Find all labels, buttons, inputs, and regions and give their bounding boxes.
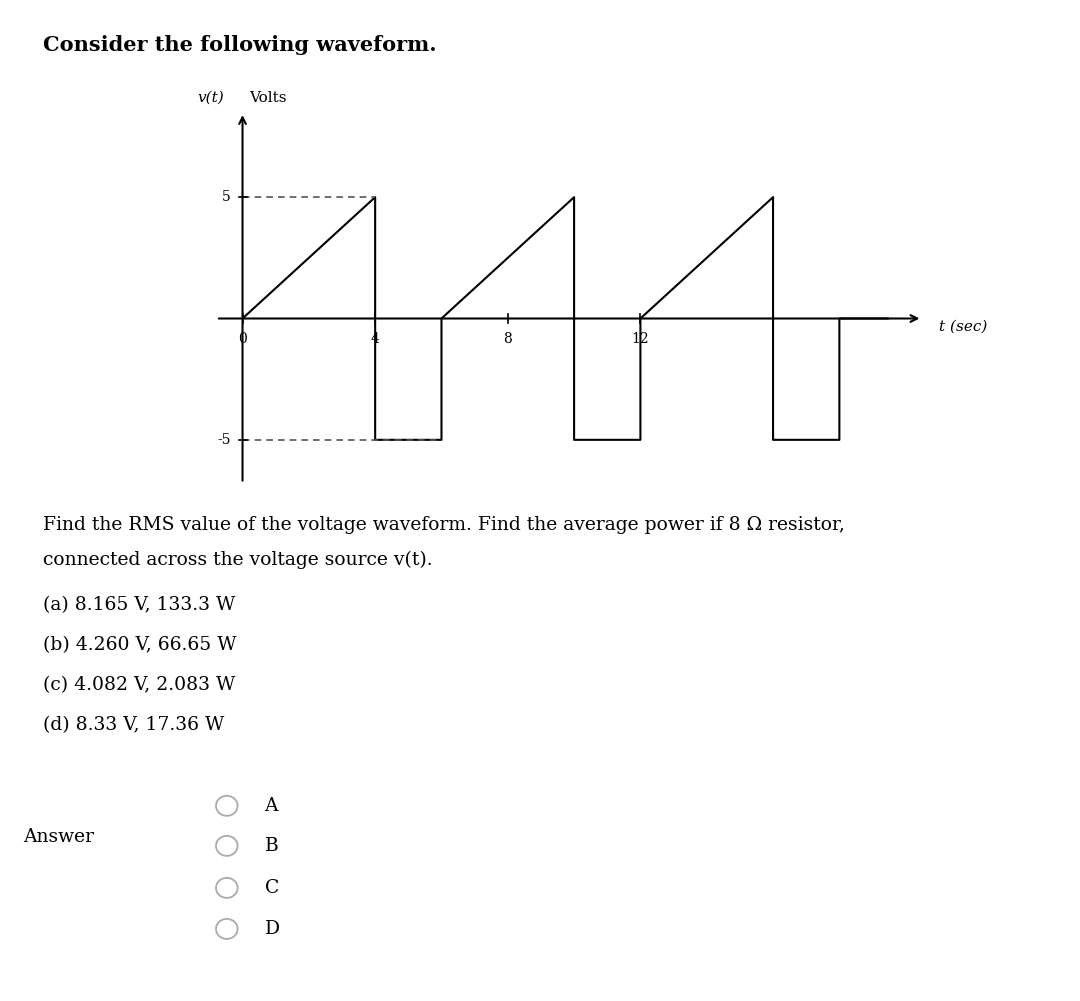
Text: 8: 8 [503,332,512,346]
Text: D: D [265,920,280,938]
Text: Answer: Answer [23,829,94,846]
Text: -5: -5 [217,432,231,446]
Text: Consider the following waveform.: Consider the following waveform. [43,35,436,55]
Text: 4: 4 [370,332,379,346]
Text: Volts: Volts [249,91,286,105]
Text: 0: 0 [239,332,247,346]
Text: connected across the voltage source v(t).: connected across the voltage source v(t)… [43,551,433,569]
Text: C: C [265,879,279,897]
Text: (b) 4.260 V, 66.65 W: (b) 4.260 V, 66.65 W [43,636,237,654]
Text: (c) 4.082 V, 2.083 W: (c) 4.082 V, 2.083 W [43,676,235,694]
Text: t (sec): t (sec) [939,319,987,333]
Text: Find the RMS value of the voltage waveform. Find the average power if 8 Ω resist: Find the RMS value of the voltage wavefo… [43,516,845,534]
Text: B: B [265,837,279,855]
Text: (a) 8.165 V, 133.3 W: (a) 8.165 V, 133.3 W [43,596,235,614]
Text: v(t): v(t) [198,91,225,105]
Text: A: A [265,797,279,815]
Text: (d) 8.33 V, 17.36 W: (d) 8.33 V, 17.36 W [43,716,225,734]
Text: 5: 5 [222,190,231,204]
Text: 12: 12 [632,332,649,346]
